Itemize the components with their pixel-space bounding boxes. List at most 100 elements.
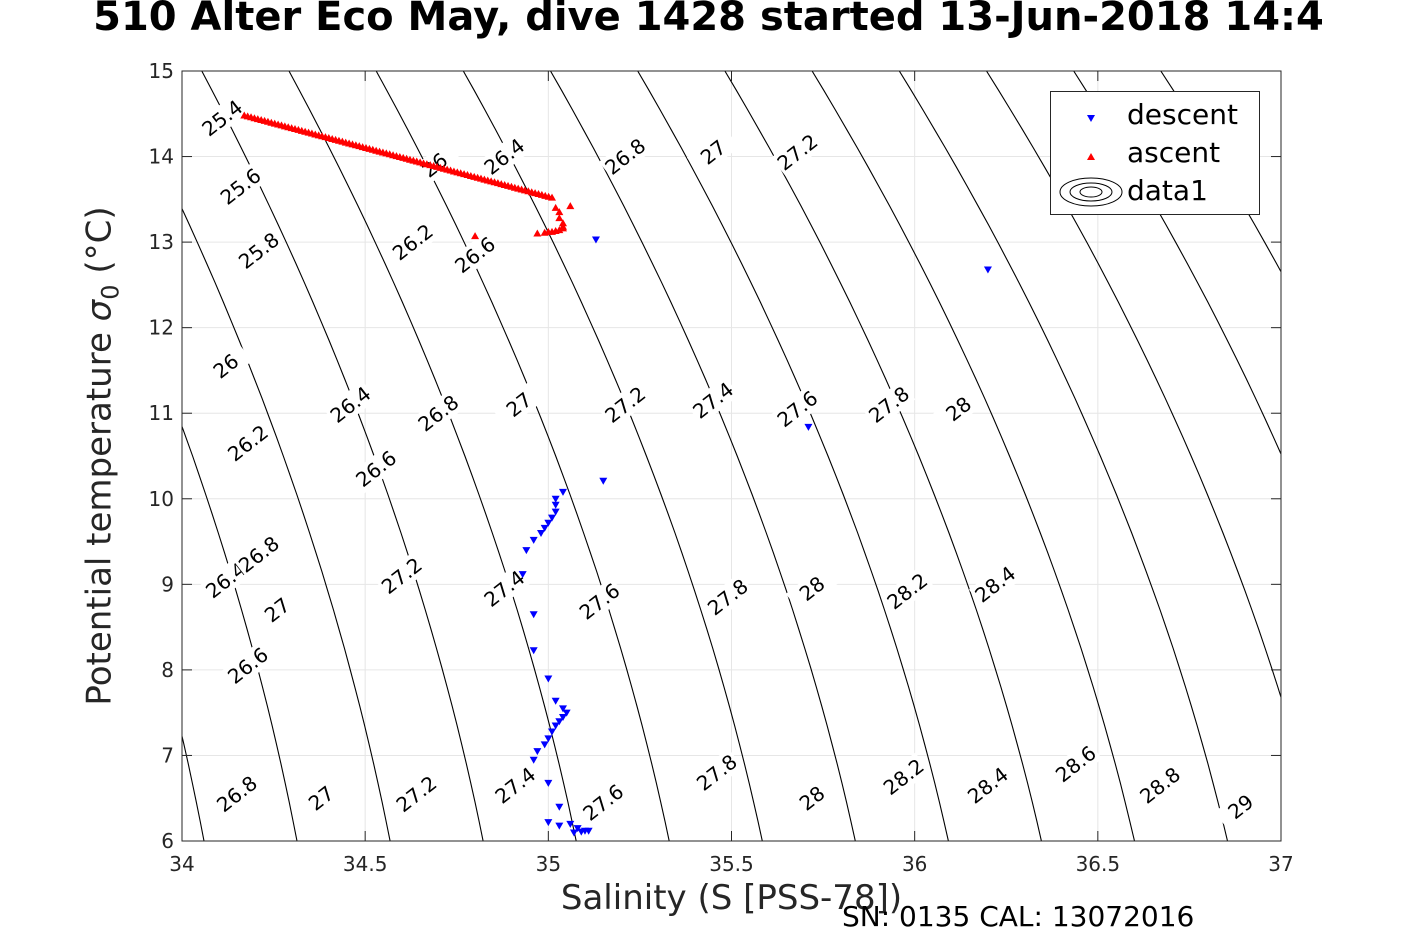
ascent-point xyxy=(551,226,560,234)
contour-label-bg xyxy=(199,341,253,391)
descent-point xyxy=(540,524,549,532)
ascent-point xyxy=(544,227,553,235)
descent-point xyxy=(551,697,560,705)
contour-label-bg xyxy=(221,641,275,690)
contour-label-bg xyxy=(877,752,930,802)
x-tick-label: 36 xyxy=(902,852,927,876)
x-tick-label: 36.5 xyxy=(1076,852,1121,876)
y-tick-label: 12 xyxy=(149,316,174,340)
y-tick-label: 7 xyxy=(161,743,174,767)
x-tick-label: 37 xyxy=(1268,852,1293,876)
contour-label-bg xyxy=(232,226,286,275)
descent-point xyxy=(533,748,542,756)
contour-label-bg xyxy=(932,384,985,434)
descent-point xyxy=(577,828,586,836)
y-axis-label: Potential temperature σ0 (°C) xyxy=(79,206,125,706)
isopycnal-line xyxy=(550,71,856,841)
contour-label-bg xyxy=(686,128,740,177)
descent-point xyxy=(529,647,538,655)
y-tick-label: 13 xyxy=(149,230,174,254)
descent-point xyxy=(529,536,538,544)
contour-label-bg xyxy=(375,551,429,601)
contour-label-bg xyxy=(250,585,304,635)
contour-label-bg xyxy=(448,230,502,280)
contour-label-bg xyxy=(690,748,744,797)
descent-point xyxy=(547,728,556,736)
descent-point xyxy=(544,735,553,743)
descent-point xyxy=(544,819,553,827)
legend-label-data1: data1 xyxy=(1127,174,1208,207)
descent-point xyxy=(529,756,538,764)
descent-point xyxy=(591,236,600,244)
descent-point xyxy=(569,829,578,837)
x-tick-label: 35 xyxy=(536,852,561,876)
contour-label-bg xyxy=(386,217,440,267)
isopycnal-line xyxy=(375,71,670,841)
contour-label-bg xyxy=(1049,739,1103,789)
descent-point xyxy=(551,495,560,503)
y-tick-label: 10 xyxy=(149,487,174,511)
contour-label-bg xyxy=(862,380,916,429)
contour-label-bg xyxy=(478,132,531,181)
descent-point xyxy=(551,508,560,516)
contour-label-bg xyxy=(785,773,839,823)
serial-calibration-note: SN: 0135 CAL: 13072016 xyxy=(842,900,1195,933)
isopycnal-line xyxy=(288,71,577,841)
contour-label-bg xyxy=(232,530,286,579)
isopycnal-line xyxy=(0,71,18,841)
ascent-point xyxy=(555,208,564,216)
y-tick-label: 6 xyxy=(161,829,174,853)
contour-label-bg xyxy=(492,380,546,429)
ascent-point xyxy=(533,229,542,237)
contour-label-bg xyxy=(349,444,403,494)
isopycnal-line xyxy=(182,424,298,841)
x-tick-label: 34 xyxy=(169,852,194,876)
descent-point xyxy=(544,519,553,527)
y-tick-label: 14 xyxy=(149,145,174,169)
x-axis-label: Salinity (S [PSS-78]) xyxy=(560,878,903,918)
contour-label-bg xyxy=(686,376,740,425)
descent-point xyxy=(562,709,571,717)
ascent-point xyxy=(547,193,556,201)
contour-label-bg xyxy=(573,577,626,626)
isopycnal-line xyxy=(182,207,391,841)
y-tick-label: 8 xyxy=(161,658,174,682)
x-tick-label: 35.5 xyxy=(709,852,754,876)
contour-label-bg xyxy=(210,769,264,819)
axis-ticks: 34 34.5 35 35.5 36 36.5 37 6 7 8 9 10 11 12 13 14 15 xyxy=(149,59,1294,876)
contour-label-bg xyxy=(576,778,630,827)
y-tick-label: 15 xyxy=(149,59,174,83)
contour-label-bg xyxy=(785,564,839,613)
y-tick-label: 11 xyxy=(149,401,174,425)
legend: descent ascent data1 xyxy=(1050,91,1260,215)
ascent-point xyxy=(471,232,480,240)
ascent-point xyxy=(551,203,560,211)
legend-ascent-marker xyxy=(1087,153,1095,160)
legend-contour-icon xyxy=(1059,177,1123,207)
descent-point xyxy=(558,488,567,496)
isopycnal-line xyxy=(811,71,1136,841)
legend-item-ascent: ascent xyxy=(1051,133,1259,171)
x-tick-label: 34.5 xyxy=(343,852,388,876)
descent-series xyxy=(518,236,992,837)
descent-point xyxy=(551,722,560,730)
descent-point xyxy=(529,611,538,619)
y-tick-label: 9 xyxy=(161,572,174,596)
descent-point xyxy=(544,779,553,787)
descent-point xyxy=(804,423,813,431)
descent-point xyxy=(547,514,556,522)
contour-label-bg xyxy=(881,566,934,616)
contour-label-bg xyxy=(961,761,1015,810)
contour-label-bg xyxy=(294,773,348,823)
legend-label-descent: descent xyxy=(1127,98,1238,131)
descent-point xyxy=(599,477,608,485)
contour-label-bg xyxy=(324,380,377,429)
isopycnal-line xyxy=(898,71,1229,841)
legend-item-data1: data1 xyxy=(1051,171,1259,209)
contour-label-bg xyxy=(489,761,542,810)
isopycnal-line xyxy=(462,71,763,841)
contour-label-bg xyxy=(598,132,652,181)
descent-point xyxy=(540,741,549,749)
chart-title: 510 Alter Eco May, dive 1428 started 13-… xyxy=(93,0,1324,40)
density-contours xyxy=(0,71,1281,841)
